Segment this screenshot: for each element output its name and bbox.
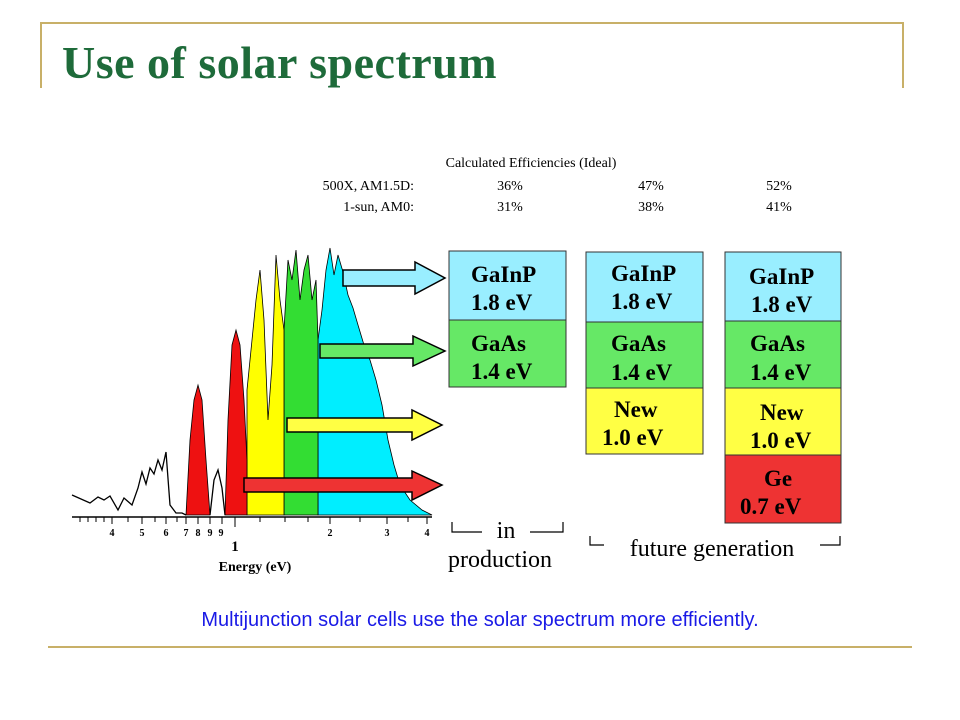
- efficiency-value: 36%: [497, 179, 523, 194]
- layer-gainp: [448, 250, 567, 321]
- layer-material: GaAs: [750, 331, 805, 356]
- arrow-yellow: [286, 408, 444, 442]
- axis-tick-label: 9: [208, 528, 213, 539]
- layer-gainp: [585, 251, 704, 323]
- axis-tick-label: 4: [110, 528, 115, 539]
- layer-material: GaInP: [611, 261, 676, 286]
- spectrum-red-band: [185, 383, 211, 516]
- layer-gaas: [724, 320, 842, 389]
- layer-energy: 1.0 eV: [750, 428, 812, 453]
- arrow-red: [243, 469, 444, 502]
- spectrum-red-band: [224, 328, 248, 516]
- spectrum-green-band: [283, 249, 319, 516]
- axis-minor-ticks: [79, 517, 428, 527]
- bracket-in-production-left: [451, 522, 482, 533]
- spectrum-yellow-band: [246, 254, 285, 516]
- axis-tick-label: 3: [385, 528, 390, 539]
- efficiency-header: Calculated Efficiencies (Ideal): [446, 156, 617, 171]
- axis-tick-label: 6: [164, 528, 169, 539]
- bracket-future-left: [589, 536, 604, 546]
- layer-material: New: [614, 397, 658, 422]
- axis-tick-label: 4: [425, 528, 430, 539]
- layer-energy: 1.8 eV: [611, 289, 673, 314]
- layer-material: New: [760, 400, 804, 425]
- axis-tick-label: 2: [328, 528, 333, 539]
- efficiency-value: 47%: [638, 179, 664, 194]
- efficiency-row-label: 500X, AM1.5D:: [323, 179, 414, 194]
- layer-material: Ge: [764, 466, 792, 491]
- efficiency-value: 31%: [497, 200, 523, 215]
- spectrum-outline: [71, 451, 226, 516]
- layer-gainp: [724, 251, 842, 322]
- layer-energy: 1.8 eV: [471, 290, 533, 315]
- efficiency-value: 38%: [638, 200, 664, 215]
- axis-tick-label: 7: [184, 528, 189, 539]
- arrow-green: [319, 334, 447, 368]
- bracket-label-future: future generation: [630, 536, 795, 562]
- layer-gaas: [585, 321, 704, 389]
- layer-energy: 1.4 eV: [750, 360, 812, 385]
- layer-energy: 1.8 eV: [751, 292, 813, 317]
- axis-tick-label: 8: [196, 528, 201, 539]
- frame-bottom-line: [48, 646, 912, 648]
- layer-material: GaInP: [749, 264, 814, 289]
- layer-gaas: [448, 319, 567, 388]
- layer-energy: 1.4 eV: [611, 360, 673, 385]
- layer-material: GaAs: [471, 331, 526, 356]
- bracket-in-production-right: [530, 522, 564, 533]
- layer-energy: 1.4 eV: [471, 359, 533, 384]
- page-title: Use of solar spectrum: [62, 37, 498, 88]
- stack-future-4-junction: GaInP 1.8 eV GaAs 1.4 eV New 1.0 eV Ge 0…: [724, 251, 842, 524]
- slide-caption: Multijunction solar cells use the solar …: [201, 609, 759, 631]
- stack-in-production: GaInP 1.8 eV GaAs 1.4 eV: [448, 250, 567, 388]
- layer-material: GaInP: [471, 262, 536, 287]
- efficiency-value: 52%: [766, 179, 792, 194]
- stack-future-3-junction: GaInP 1.8 eV GaAs 1.4 eV New 1.0 eV: [585, 251, 704, 455]
- layer-new: [585, 387, 704, 455]
- arrow-cyan: [342, 260, 447, 296]
- axis-title: Energy (eV): [219, 560, 292, 575]
- efficiency-row-label: 1-sun, AM0:: [343, 200, 414, 215]
- axis-tick-label: 5: [140, 528, 145, 539]
- bracket-label-in: in: [497, 518, 516, 544]
- bracket-label-production: production: [448, 547, 552, 573]
- axis-major-tick-label: 1: [231, 539, 239, 555]
- efficiency-value: 41%: [766, 200, 792, 215]
- layer-ge: [724, 454, 842, 524]
- layer-energy: 0.7 eV: [740, 494, 802, 519]
- layer-material: GaAs: [611, 331, 666, 356]
- layer-energy: 1.0 eV: [602, 425, 664, 450]
- frame-right-line: [902, 22, 904, 88]
- axis-tick-label: 9: [219, 528, 224, 539]
- frame-left-line: [40, 22, 42, 88]
- bracket-future-right: [820, 536, 841, 546]
- frame-top-line: [40, 22, 904, 24]
